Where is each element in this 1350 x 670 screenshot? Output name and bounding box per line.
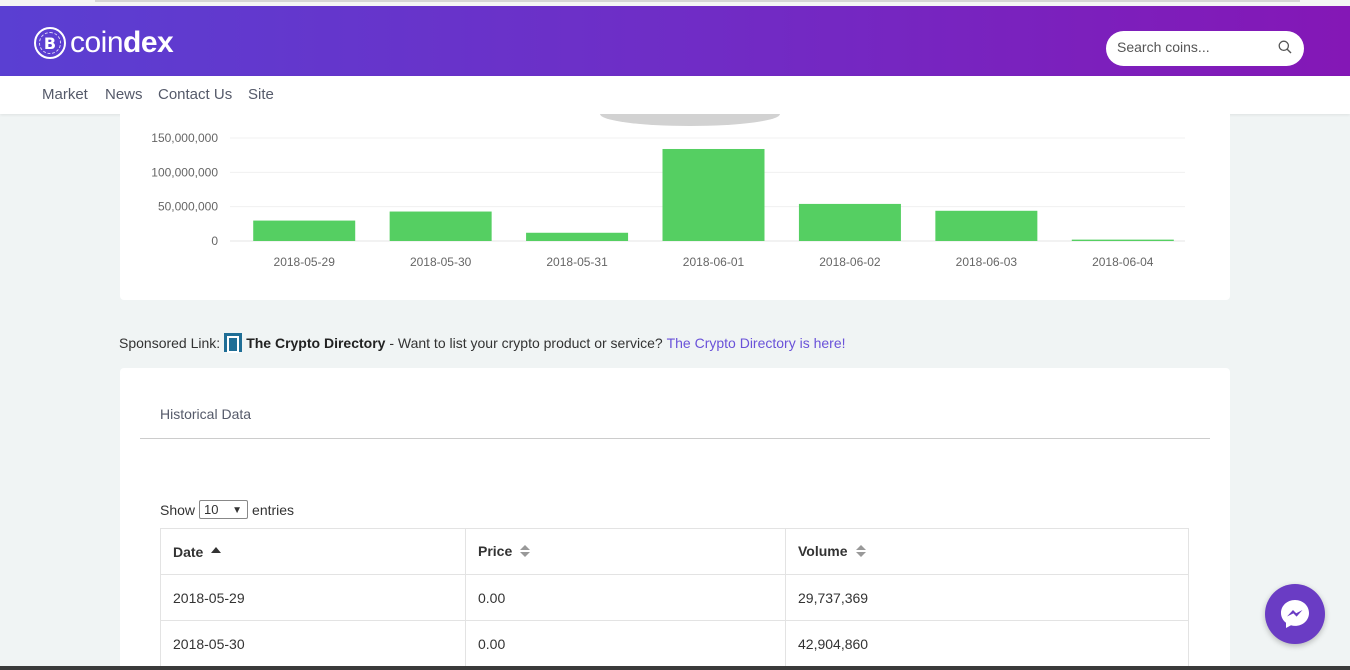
historical-data-card: Historical Data Show 10 ▼ entries Date Pr…	[120, 368, 1230, 670]
sponsor-name: The Crypto Directory	[246, 334, 386, 351]
x-tick-label: 2018-06-01	[683, 255, 745, 269]
browser-top-strip	[0, 0, 1350, 6]
y-tick-label: 100,000,000	[151, 165, 218, 179]
table-row: 2018-05-29 0.00 29,737,369	[160, 574, 1189, 621]
nav-market[interactable]: Market	[42, 86, 88, 103]
messenger-icon	[1281, 600, 1309, 628]
sponsor-link[interactable]: The Crypto Directory is here!	[666, 334, 846, 351]
cell-date: 2018-05-29	[160, 574, 466, 621]
y-tick-label: 150,000,000	[151, 131, 218, 145]
sort-icon	[520, 544, 531, 559]
logo-text-bold: dex	[123, 26, 174, 59]
column-header-price[interactable]: Price	[465, 528, 786, 575]
y-tick-label: 50,000,000	[158, 200, 218, 214]
main-nav: Market News Contact Us Site	[0, 76, 1350, 114]
historical-data-title: Historical Data	[160, 406, 252, 422]
bar	[1071, 239, 1174, 241]
column-label-price: Price	[478, 543, 513, 560]
y-tick-label: 0	[211, 234, 218, 248]
search-box	[1106, 31, 1304, 66]
table-header-row: Date Price Volume	[160, 528, 1189, 575]
site-header: B coindex	[0, 6, 1350, 76]
logo-symbol: B	[43, 33, 57, 53]
bar	[253, 220, 356, 241]
show-label: Show	[160, 501, 196, 518]
x-tick-label: 2018-06-02	[819, 255, 881, 269]
entries-select[interactable]: 10 ▼	[199, 500, 249, 519]
column-label-volume: Volume	[798, 543, 848, 560]
logo-text: coindex	[70, 26, 174, 60]
bar	[389, 211, 492, 241]
bar	[662, 148, 765, 241]
nav-news[interactable]: News	[105, 86, 143, 103]
messenger-chat-button[interactable]	[1265, 584, 1325, 644]
sort-icon	[855, 544, 866, 559]
cell-volume: 42,904,860	[785, 620, 1189, 667]
column-label-date: Date	[173, 543, 204, 560]
bar	[798, 203, 901, 241]
top-scroll-indicator	[95, 0, 1300, 2]
bar	[526, 232, 629, 241]
bitcoin-coin-icon: B	[34, 27, 66, 59]
sponsor-text: - Want to list your crypto product or se…	[389, 334, 663, 351]
cell-price: 0.00	[465, 620, 786, 667]
x-tick-label: 2018-06-03	[956, 255, 1018, 269]
nav-site[interactable]: Site	[248, 86, 274, 103]
logo-text-light: coin	[70, 26, 124, 59]
cell-date: 2018-05-30	[160, 620, 466, 667]
x-tick-label: 2018-05-29	[274, 255, 336, 269]
bottom-edge	[0, 666, 1350, 670]
entries-control: Show 10 ▼ entries	[160, 500, 294, 519]
divider	[140, 438, 1210, 439]
cell-price: 0.00	[465, 574, 786, 621]
search-icon[interactable]	[1278, 40, 1292, 54]
table-row: 2018-05-30 0.00 42,904,860	[160, 620, 1189, 667]
crypto-directory-logo-icon	[224, 333, 243, 353]
coindex-logo[interactable]: B coindex	[34, 25, 174, 61]
entries-label: entries	[252, 501, 295, 518]
entries-value: 10	[204, 502, 219, 517]
x-tick-label: 2018-05-30	[410, 255, 472, 269]
pie-chart-remnant	[600, 114, 780, 126]
historical-data-table: Date Price Volume 2018-05-29 0.00 29,737…	[160, 528, 1189, 667]
x-tick-label: 2018-06-04	[1092, 255, 1154, 269]
column-header-date[interactable]: Date	[160, 528, 466, 575]
sponsored-link: Sponsored Link: The Crypto Directory - W…	[119, 333, 846, 353]
column-header-volume[interactable]: Volume	[785, 528, 1189, 575]
volume-bar-chart: 0 50,000,000 100,000,000 150,000,000 2018-05…	[151, 131, 1185, 269]
nav-contact-us[interactable]: Contact Us	[158, 86, 233, 103]
cell-volume: 29,737,369	[785, 574, 1189, 621]
sort-ascending-icon	[211, 546, 222, 553]
x-tick-label: 2018-05-31	[546, 255, 608, 269]
sponsor-prefix: Sponsored Link:	[119, 334, 221, 351]
chevron-down-icon: ▼	[232, 505, 243, 516]
bar	[935, 210, 1038, 241]
search-input[interactable]	[1117, 39, 1277, 55]
